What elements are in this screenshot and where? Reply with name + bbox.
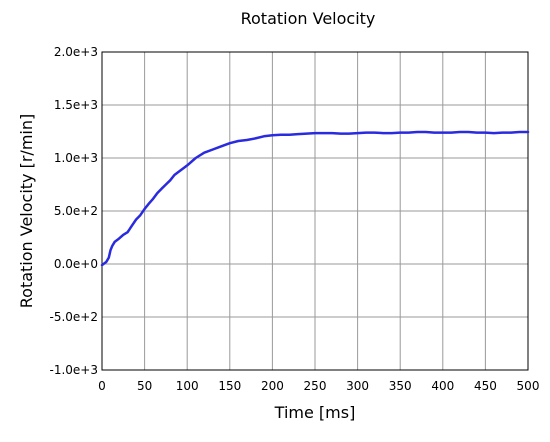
- y-axis-title: Rotation Velocity [r/min]: [17, 114, 36, 308]
- y-tick-label: 1.0e+3: [54, 151, 98, 165]
- tick-labels: 0 50 100 150 200 250 300 350 400 450 500 -1.0e+3 -5.…: [50, 45, 540, 393]
- x-tick-label: 450: [474, 379, 497, 393]
- x-tick-label: 400: [431, 379, 454, 393]
- y-tick-label: -5.0e+2: [50, 310, 99, 324]
- x-tick-label: 250: [304, 379, 327, 393]
- y-tick-label: 2.0e+3: [54, 45, 98, 59]
- x-axis-title: Time [ms]: [274, 403, 356, 422]
- chart-title: Rotation Velocity: [241, 9, 376, 28]
- series-layer: [100, 130, 530, 267]
- plot-area: [101, 51, 529, 371]
- x-tick-label: 0: [98, 379, 106, 393]
- grid: [101, 51, 529, 371]
- x-tick-label: 500: [517, 379, 540, 393]
- x-tick-label: 350: [389, 379, 412, 393]
- x-tick-label: 150: [218, 379, 241, 393]
- x-tick-label: 100: [176, 379, 199, 393]
- x-tick-label: 200: [261, 379, 284, 393]
- y-tick-label: 1.5e+3: [54, 98, 98, 112]
- y-tick-label: -1.0e+3: [50, 363, 99, 377]
- x-tick-label: 50: [137, 379, 152, 393]
- x-tick-label: 300: [346, 379, 369, 393]
- y-tick-label: 0.0e+0: [54, 257, 98, 271]
- y-tick-label: 5.0e+2: [54, 204, 98, 218]
- series-line-rotation-velocity: [100, 130, 530, 267]
